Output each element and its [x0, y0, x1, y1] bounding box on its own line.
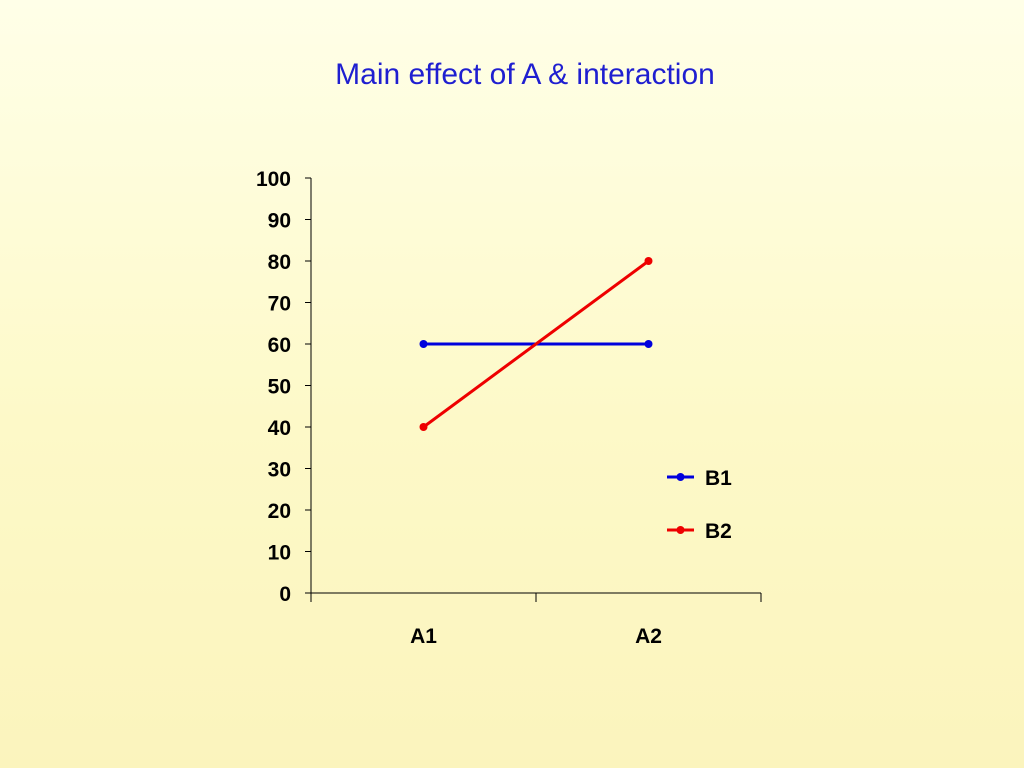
y-tick-label: 80: [268, 251, 291, 274]
data-point: [644, 340, 653, 348]
y-tick-label: 20: [268, 500, 291, 523]
data-point: [419, 423, 428, 431]
x-tick-label: A1: [410, 625, 437, 648]
data-point: [644, 257, 653, 265]
y-tick-label: 60: [268, 334, 291, 357]
x-tick-label: A2: [635, 625, 662, 648]
series-b2: [419, 257, 653, 431]
y-tick-label: 50: [268, 376, 291, 399]
legend: B1 B2: [667, 467, 732, 543]
x-axis: A1 A2: [310, 592, 762, 648]
y-tick-label: 0: [279, 583, 291, 606]
legend-item-b1: B1: [667, 467, 732, 490]
data-point: [419, 340, 428, 348]
legend-marker: [676, 526, 685, 534]
series-line: [422, 259, 650, 429]
series-layer: [419, 257, 653, 431]
y-tick-label: 30: [268, 459, 291, 482]
y-tick-label: 40: [268, 417, 291, 440]
y-tick-label: 10: [268, 542, 291, 565]
y-axis: 0 10 20 30 40 50 60 70 80 90 100: [256, 168, 312, 606]
legend-label: B1: [705, 467, 732, 490]
y-tick-label: 70: [268, 293, 291, 316]
y-tick-label: 90: [268, 210, 291, 233]
chart-title: Main effect of A & interaction: [335, 58, 715, 91]
legend-item-b2: B2: [667, 520, 732, 543]
legend-marker: [676, 473, 685, 481]
y-tick-label: 100: [256, 168, 291, 191]
legend-label: B2: [705, 520, 732, 543]
